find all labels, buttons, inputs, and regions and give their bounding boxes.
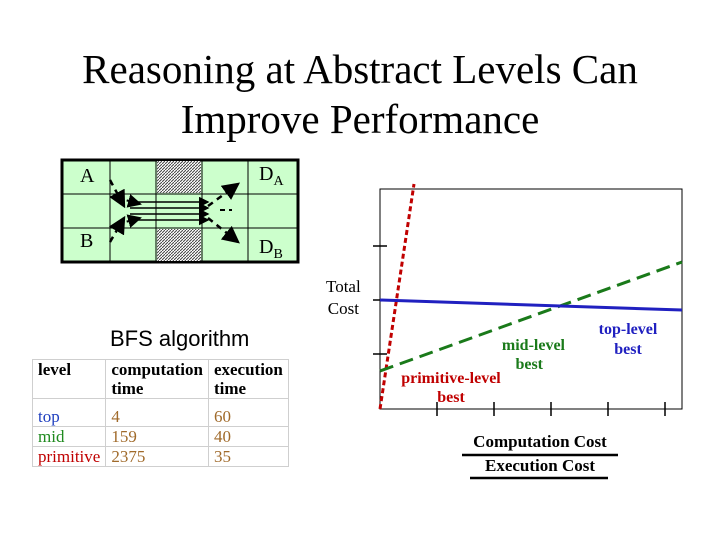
- row-execution: 60: [207, 398, 289, 427]
- row-execution: 40: [207, 426, 289, 447]
- path-arrow: [117, 194, 142, 208]
- grid-world-diagram: [60, 158, 300, 264]
- grid-label-da: DA: [259, 163, 284, 189]
- table-row: mid 159 40: [31, 426, 289, 447]
- row-level: top: [31, 398, 107, 427]
- path-arrow: [117, 214, 142, 228]
- path-arrow: [108, 179, 126, 209]
- header-computation: computation time: [105, 359, 209, 399]
- title-line-2: Improve Performance: [180, 96, 540, 142]
- y-axis-label: Total Cost: [326, 277, 361, 318]
- header-execution: execution time: [207, 359, 289, 399]
- header-level: level: [31, 359, 107, 399]
- row-level: primitive: [31, 446, 107, 467]
- row-computation: 2375: [105, 446, 209, 467]
- label-top-best: top-level best: [598, 321, 658, 358]
- bfs-caption: BFS algorithm: [110, 326, 250, 351]
- legend-computation-cost: Computation Cost: [473, 432, 607, 451]
- row-computation: 4: [105, 398, 209, 427]
- top-level-line: [379, 298, 683, 312]
- mid-level-line: [379, 260, 683, 373]
- obstacle-bottom: [157, 229, 201, 261]
- title-line-1: Reasoning at Abstract Levels Can: [82, 46, 638, 92]
- label-primitive-best: primitive-level best: [401, 370, 501, 406]
- legend-execution-cost: Execution Cost: [484, 456, 596, 475]
- row-level: mid: [31, 426, 107, 447]
- obstacle-top: [157, 161, 201, 193]
- chart-plot-area: [379, 188, 683, 410]
- row-execution: 35: [207, 446, 289, 467]
- table-row: top 4 60: [31, 398, 289, 427]
- primitive-level-line: [378, 183, 416, 410]
- table-row: primitive 2375 35: [31, 446, 289, 467]
- grid-label-db: DB: [259, 236, 283, 262]
- slide-title: Reasoning at Abstract Levels Can Improve…: [0, 44, 720, 144]
- label-mid-best: mid-level best: [501, 337, 565, 373]
- grid-label-a: A: [80, 165, 95, 187]
- results-table: level computation time execution time top …: [31, 359, 289, 467]
- grid-label-b: B: [80, 230, 94, 252]
